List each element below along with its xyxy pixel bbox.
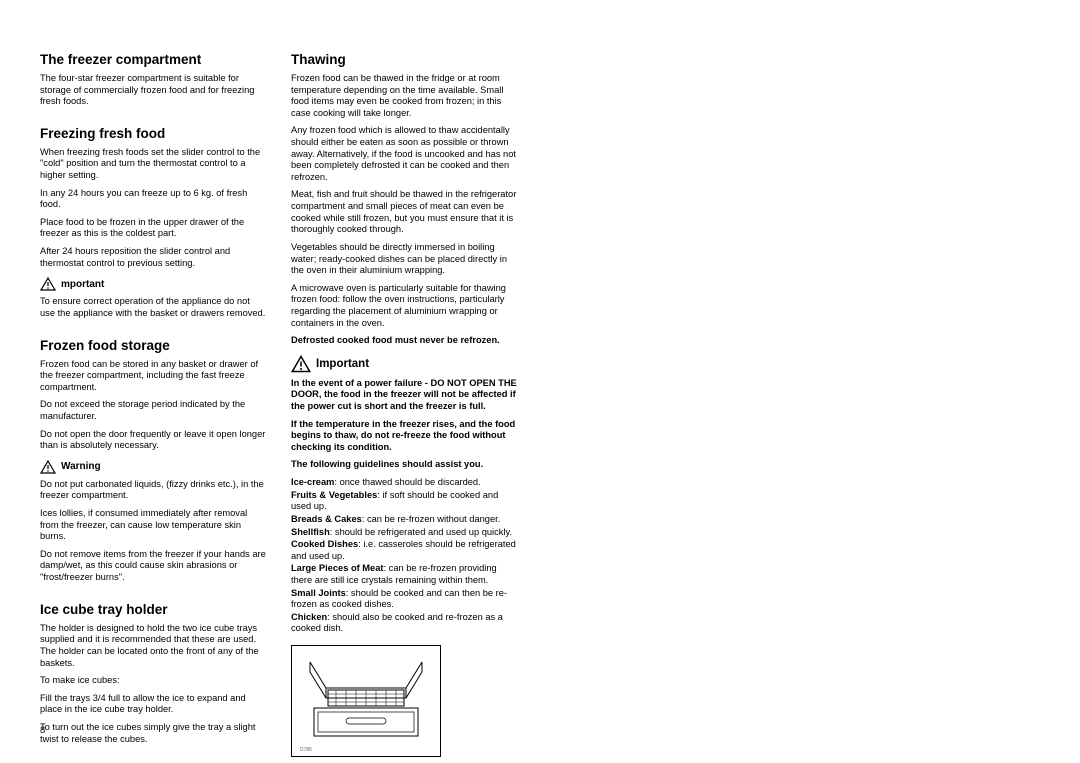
guideline-label: Ice-cream (291, 477, 334, 487)
warning-label: Warning (61, 461, 101, 472)
important-label: Important (316, 358, 369, 370)
paragraph: Frozen food can be thawed in the fridge … (291, 73, 518, 119)
drawer-illustration-icon (306, 658, 426, 743)
paragraph: Any frozen food which is allowed to thaw… (291, 125, 518, 183)
guideline-label: Shellfish (291, 527, 330, 537)
paragraph: After 24 hours reposition the slider con… (40, 246, 267, 269)
paragraph: Frozen food can be stored in any basket … (40, 359, 267, 394)
paragraph-bold: If the temperature in the freezer rises,… (291, 419, 518, 454)
heading-frozen-food-storage: Frozen food storage (40, 338, 267, 353)
guideline-item: Large Pieces of Meat: can be re-frozen p… (291, 563, 518, 586)
page-number: 8 (40, 725, 45, 735)
paragraph: To ensure correct operation of the appli… (40, 296, 267, 319)
paragraph-bold: Defrosted cooked food must never be refr… (291, 335, 518, 347)
guideline-label: Breads & Cakes (291, 514, 362, 524)
paragraph: To make ice cubes: (40, 675, 267, 687)
document-page: The freezer compartment The four-star fr… (40, 52, 1040, 743)
important-row: mportant (40, 277, 267, 291)
paragraph: When freezing fresh foods set the slider… (40, 147, 267, 182)
guideline-label: Cooked Dishes (291, 539, 358, 549)
heading-freezing-fresh-food: Freezing fresh food (40, 126, 267, 141)
important-label: mportant (61, 279, 104, 290)
diagram-code: D785 (300, 747, 312, 753)
paragraph: Fill the trays 3/4 full to allow the ice… (40, 693, 267, 716)
paragraph: Ices lollies, if consumed immediately af… (40, 508, 267, 543)
guideline-text: : can be re-frozen without danger. (362, 514, 501, 524)
paragraph: A microwave oven is particularly suitabl… (291, 283, 518, 329)
warning-triangle-icon (40, 277, 56, 291)
important-row: Important (291, 355, 518, 373)
heading-freezer-compartment: The freezer compartment (40, 52, 267, 67)
guideline-item: Cooked Dishes: i.e. casseroles should be… (291, 539, 518, 562)
guideline-item: Ice-cream: once thawed should be discard… (291, 477, 518, 489)
paragraph: Do not put carbonated liquids, (fizzy dr… (40, 479, 267, 502)
freezer-drawer-diagram: D785 (291, 645, 441, 757)
heading-thawing: Thawing (291, 52, 518, 67)
guidelines-list: Ice-cream: once thawed should be discard… (291, 477, 518, 635)
guideline-item: Small Joints: should be cooked and can t… (291, 588, 518, 611)
warning-triangle-icon (291, 355, 311, 373)
guideline-text: : once thawed should be discarded. (334, 477, 480, 487)
guideline-item: Fruits & Vegetables: if soft should be c… (291, 490, 518, 513)
right-column: Thawing Frozen food can be thawed in the… (291, 52, 518, 743)
guideline-item: Breads & Cakes: can be re-frozen without… (291, 514, 518, 526)
guideline-label: Large Pieces of Meat (291, 563, 384, 573)
paragraph: Vegetables should be directly immersed i… (291, 242, 518, 277)
guideline-label: Fruits & Vegetables (291, 490, 377, 500)
guideline-item: Chicken: should also be cooked and re-fr… (291, 612, 518, 635)
warning-triangle-icon (40, 460, 56, 474)
paragraph: Do not remove items from the freezer if … (40, 549, 267, 584)
paragraph: Do not exceed the storage period indicat… (40, 399, 267, 422)
guideline-text: : should be refrigerated and used up qui… (330, 527, 512, 537)
paragraph: Meat, fish and fruit should be thawed in… (291, 189, 518, 235)
paragraph: In any 24 hours you can freeze up to 6 k… (40, 188, 267, 211)
guideline-label: Chicken (291, 612, 327, 622)
heading-ice-cube-tray: Ice cube tray holder (40, 602, 267, 617)
paragraph-bold: The following guidelines should assist y… (291, 459, 518, 471)
paragraph: To turn out the ice cubes simply give th… (40, 722, 267, 745)
guideline-item: Shellfish: should be refrigerated and us… (291, 527, 518, 539)
warning-row: Warning (40, 460, 267, 474)
paragraph: Do not open the door frequently or leave… (40, 429, 267, 452)
paragraph-bold: In the event of a power failure - DO NOT… (291, 378, 518, 413)
left-column: The freezer compartment The four-star fr… (40, 52, 267, 743)
paragraph: The four-star freezer compartment is sui… (40, 73, 267, 108)
paragraph: The holder is designed to hold the two i… (40, 623, 267, 669)
guideline-label: Small Joints (291, 588, 346, 598)
paragraph: Place food to be frozen in the upper dra… (40, 217, 267, 240)
